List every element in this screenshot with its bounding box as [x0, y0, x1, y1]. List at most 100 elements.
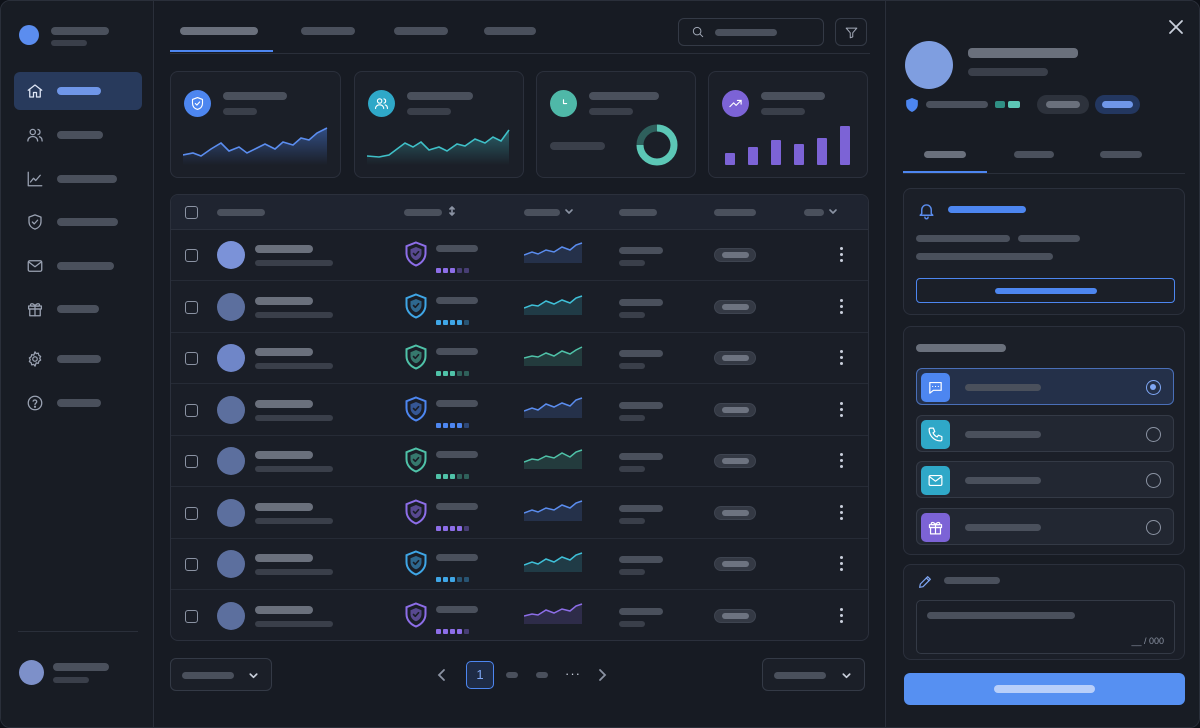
chevron-down-icon[interactable] [828, 206, 838, 216]
row-checkbox[interactable] [185, 506, 198, 520]
contact-option[interactable] [916, 461, 1174, 498]
table-row[interactable] [171, 539, 868, 590]
profile-avatar [905, 41, 953, 89]
users-icon [27, 128, 43, 142]
tab-second[interactable] [301, 27, 355, 35]
mail-icon [928, 474, 943, 487]
trend-sparkline [524, 602, 583, 624]
panel-tab[interactable] [1100, 151, 1142, 158]
page-3-button[interactable] [536, 672, 548, 678]
strength-indicator [436, 466, 471, 484]
row-checkbox[interactable] [185, 300, 198, 314]
sidebar-item-users[interactable] [14, 116, 142, 154]
more-options-icon[interactable] [838, 607, 844, 624]
more-options-icon[interactable] [838, 247, 844, 263]
table-row[interactable] [171, 591, 868, 641]
note-textarea[interactable]: __ / 000 [916, 600, 1175, 654]
active-tab-indicator [903, 171, 987, 173]
page-1-button[interactable]: 1 [466, 661, 494, 689]
column-header[interactable] [217, 209, 265, 216]
search-input[interactable] [678, 18, 824, 46]
panel-tab-active[interactable] [924, 151, 966, 158]
status-badge [714, 454, 756, 468]
table-row[interactable] [171, 488, 868, 539]
more-options-icon[interactable] [838, 453, 844, 469]
column-header[interactable] [714, 209, 756, 216]
tab-third[interactable] [394, 27, 448, 35]
trend-sparkline [524, 449, 583, 469]
shield-icon [906, 98, 918, 112]
table-row[interactable] [171, 282, 868, 333]
radio-button[interactable] [1146, 380, 1161, 395]
card-icon-badge [368, 90, 395, 117]
stat-card-users[interactable] [354, 71, 524, 178]
trend-sparkline [524, 552, 583, 572]
secondary-action-button[interactable] [916, 278, 1175, 303]
column-header[interactable] [524, 209, 560, 216]
previous-page-icon[interactable] [436, 661, 448, 689]
profile-name [968, 48, 1078, 58]
more-options-icon[interactable] [838, 504, 844, 521]
phone-icon [928, 427, 943, 441]
next-page-icon[interactable] [596, 661, 608, 689]
contact-option[interactable] [916, 368, 1174, 405]
more-options-icon[interactable] [838, 350, 844, 366]
chevron-down-icon[interactable] [564, 206, 574, 216]
more-options-icon[interactable] [838, 556, 844, 572]
table-row[interactable] [171, 230, 868, 281]
sort-icon[interactable] [447, 206, 457, 216]
stat-card-growth[interactable] [708, 71, 868, 178]
sidebar-item-analytics[interactable] [14, 160, 142, 198]
radio-button[interactable] [1146, 473, 1161, 488]
more-options-icon[interactable] [838, 401, 844, 418]
row-checkbox[interactable] [185, 455, 198, 468]
brand-logo [19, 25, 39, 45]
tab-fourth[interactable] [484, 27, 536, 35]
select-all-checkbox[interactable] [185, 206, 198, 219]
primary-action-button[interactable] [904, 673, 1185, 705]
radio-button[interactable] [1146, 426, 1161, 442]
stat-card-time[interactable] [536, 71, 696, 178]
close-icon[interactable] [1167, 18, 1185, 36]
more-options-icon[interactable] [838, 298, 844, 315]
shield-icon [405, 550, 427, 576]
sidebar-item-mail[interactable] [14, 247, 142, 285]
shield-icon [405, 498, 427, 525]
row-checkbox[interactable] [185, 249, 198, 262]
stat-card-security[interactable] [170, 71, 341, 178]
table-row[interactable] [171, 333, 868, 384]
strength-indicator [436, 260, 471, 278]
avatar [217, 395, 245, 424]
sidebar-item-home[interactable] [14, 72, 142, 110]
status-dot [1008, 101, 1020, 108]
sidebar-item-security[interactable] [14, 203, 142, 241]
panel-tab[interactable] [1014, 151, 1054, 158]
sort-select[interactable] [762, 658, 865, 691]
avatar [217, 292, 245, 321]
row-checkbox[interactable] [185, 352, 198, 365]
sidebar [1, 1, 154, 727]
page-2-button[interactable] [506, 672, 518, 678]
sidebar-item-settings[interactable] [14, 340, 142, 378]
row-checkbox[interactable] [185, 609, 198, 623]
contact-option[interactable] [916, 414, 1174, 452]
column-header[interactable] [804, 209, 824, 216]
pencil-icon [919, 576, 931, 588]
sidebar-item-help[interactable] [14, 384, 142, 422]
shield-check-icon [191, 97, 204, 110]
column-header[interactable] [619, 209, 657, 216]
character-counter: __ / 000 [1131, 636, 1164, 646]
tab-overview[interactable] [180, 27, 258, 35]
row-checkbox[interactable] [185, 403, 198, 417]
filter-button[interactable] [835, 18, 867, 46]
status-badge [714, 248, 756, 262]
sidebar-item-rewards[interactable] [14, 290, 142, 328]
mail-icon [27, 260, 43, 272]
column-header-sortable[interactable] [404, 209, 442, 216]
table-row[interactable] [171, 436, 868, 487]
radio-button[interactable] [1146, 519, 1161, 535]
table-row[interactable] [171, 385, 868, 436]
contact-option[interactable] [916, 507, 1174, 545]
rows-per-page-select[interactable] [170, 658, 272, 691]
row-checkbox[interactable] [185, 558, 198, 571]
